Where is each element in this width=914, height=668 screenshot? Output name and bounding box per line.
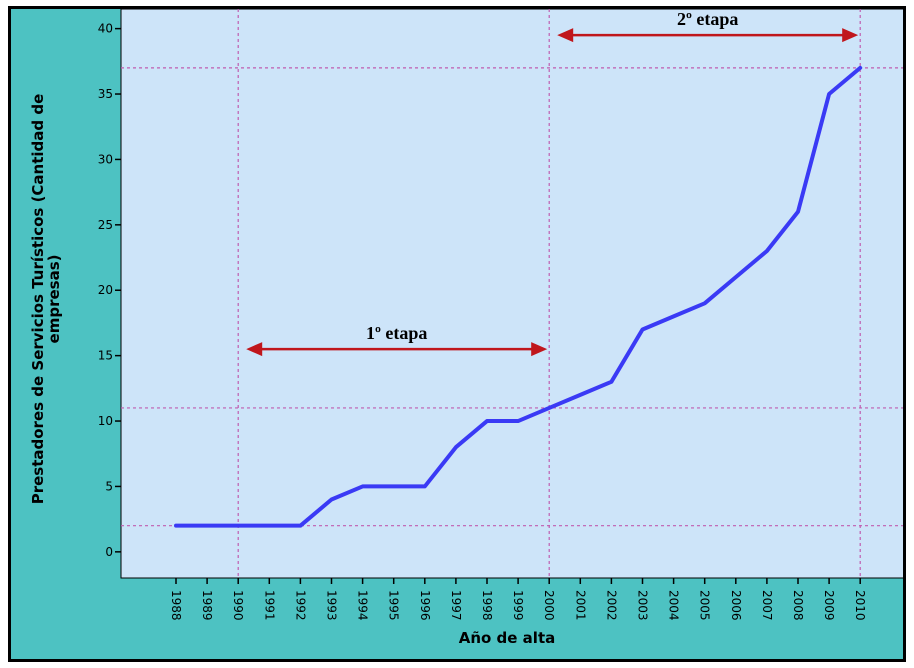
- x-tick-label: 2004: [667, 590, 681, 621]
- series-layer: [174, 65, 863, 528]
- y-axis-title: Prestadores de Servicios Turísticos (Can…: [29, 94, 63, 505]
- stage-label: 2º etapa: [677, 9, 738, 29]
- series-line: [174, 65, 863, 528]
- x-tick-label: 2003: [636, 590, 650, 621]
- y-tick-label: 5: [105, 479, 113, 493]
- line-chart: 0 5 10 15 20 25 30 35 40 1988 1989 1990 1991 1992 199…: [11, 9, 903, 659]
- x-tick-label: 2010: [853, 590, 867, 621]
- y-tick-label: 10: [98, 414, 113, 428]
- y-axis-title-line: empresas): [45, 255, 63, 344]
- x-tick-label: 2001: [573, 590, 587, 621]
- x-tick-label: 2006: [729, 590, 743, 621]
- chart-frame: 0 5 10 15 20 25 30 35 40 1988 1989 1990 1991 1992 199…: [8, 6, 906, 662]
- y-tick-label: 15: [98, 349, 113, 363]
- x-tick-label: 1999: [511, 590, 525, 621]
- stage-arrowhead-right: [842, 28, 859, 43]
- x-tick-label: 2002: [604, 590, 618, 621]
- x-tick-label: 1992: [293, 590, 307, 621]
- x-tick-label: 2009: [822, 590, 836, 621]
- x-tick-label: 1994: [356, 590, 370, 621]
- y-tick-label: 20: [98, 283, 113, 297]
- plot-area: [120, 9, 903, 579]
- y-tick-label: 40: [98, 22, 113, 36]
- x-tick-label: 1990: [231, 590, 245, 621]
- x-tick-label: 2008: [791, 590, 805, 621]
- stage-arrowhead-right: [531, 342, 548, 357]
- y-tick-label: 0: [105, 545, 113, 559]
- x-tick-label: 1993: [325, 590, 339, 621]
- stage-annotation: 1º etapa: [246, 323, 548, 357]
- x-tick-label: 1996: [418, 590, 432, 621]
- x-tick-label: 2005: [698, 590, 712, 621]
- x-axis: 1988 1989 1990 1991 1992 1993 1994 1995 1996 1997…: [169, 578, 867, 621]
- x-tick-label: 1997: [449, 590, 463, 621]
- x-axis-title: Año de alta: [459, 629, 556, 647]
- x-tick-label: 2007: [760, 590, 774, 621]
- y-tick-label: 35: [98, 87, 113, 101]
- y-tick-label: 25: [98, 218, 113, 232]
- stage-label: 1º etapa: [366, 323, 427, 343]
- x-tick-label: 1989: [200, 590, 214, 621]
- x-tick-label: 1998: [480, 590, 494, 621]
- y-tick-label: 30: [98, 152, 113, 166]
- x-tick-label: 1991: [262, 590, 276, 621]
- stage-arrowhead-left: [246, 342, 263, 357]
- y-axis: 0 5 10 15 20 25 30 35 40: [98, 22, 121, 559]
- y-axis-title-line: Prestadores de Servicios Turísticos (Can…: [29, 94, 47, 505]
- stage-arrowhead-left: [557, 28, 574, 43]
- x-tick-label: 1988: [169, 590, 183, 621]
- annotations-layer: 1º etapa 2º etapa: [246, 9, 859, 357]
- x-tick-label: 1995: [387, 590, 401, 621]
- x-tick-label: 2000: [542, 590, 556, 621]
- stage-annotation: 2º etapa: [557, 9, 859, 43]
